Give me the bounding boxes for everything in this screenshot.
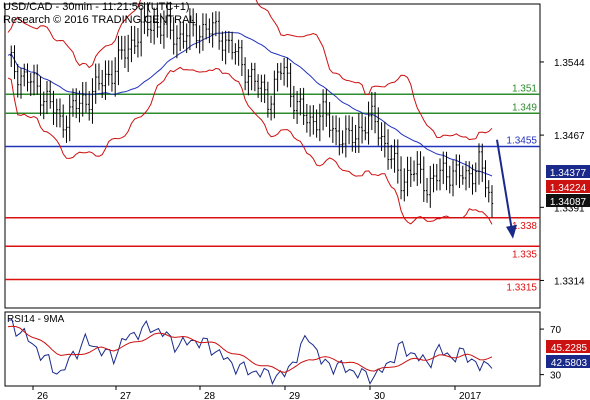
y-tick-label: 1.3544	[554, 58, 585, 69]
rsi-ma-line	[7, 325, 493, 373]
chart-title: USD/CAD - 30min - 11:21:56 (UTC+1)	[3, 1, 190, 13]
price-box-label: 1.34224	[550, 183, 587, 194]
x-tick-label: 30	[374, 391, 386, 400]
level-label: 1.338	[512, 221, 537, 232]
x-tick-label: 29	[289, 391, 301, 400]
rsi-value-label: 42.5803	[551, 358, 588, 369]
forecast-arrow-head	[506, 224, 517, 239]
y-tick-label: 1.3391	[554, 203, 585, 214]
lower-band-line	[7, 66, 493, 225]
rsi-title: RSI14 - 9MA	[7, 314, 65, 325]
rsi-tick-label: 70	[550, 325, 562, 336]
forecast-arrow-shaft	[496, 139, 513, 231]
x-tick-label: 27	[120, 391, 132, 400]
price-box	[546, 194, 590, 207]
level-label: 1.351	[512, 83, 537, 94]
main-plot-frame	[4, 3, 541, 309]
rsi-line	[8, 319, 493, 386]
x-tick-label: 26	[37, 391, 49, 400]
level-label: 1.3455	[506, 136, 537, 147]
rsi-plot-frame	[4, 311, 541, 387]
level-label: 1.349	[512, 102, 537, 113]
x-tick-label: 2017	[459, 391, 482, 400]
level-label: 1.3315	[506, 283, 537, 294]
x-tick-label: 28	[204, 391, 216, 400]
price-box	[546, 180, 590, 193]
rsi-tick-label: 30	[550, 371, 562, 382]
rsi-value-box	[546, 355, 590, 368]
rsi-value-label: 45.2285	[551, 343, 588, 354]
price-box-label: 1.34087	[550, 197, 587, 208]
price-box-label: 1.34377	[550, 168, 587, 179]
y-tick-label: 1.3467	[554, 131, 585, 142]
upper-band-line	[7, 0, 493, 141]
y-tick-label: 1.3314	[554, 276, 585, 287]
level-label: 1.335	[512, 249, 537, 260]
chart-copyright: Research © 2016 TRADING CENTRAL	[3, 14, 196, 26]
moving-average-line	[7, 31, 493, 177]
price-box	[546, 165, 590, 178]
rsi-value-box	[546, 340, 590, 353]
